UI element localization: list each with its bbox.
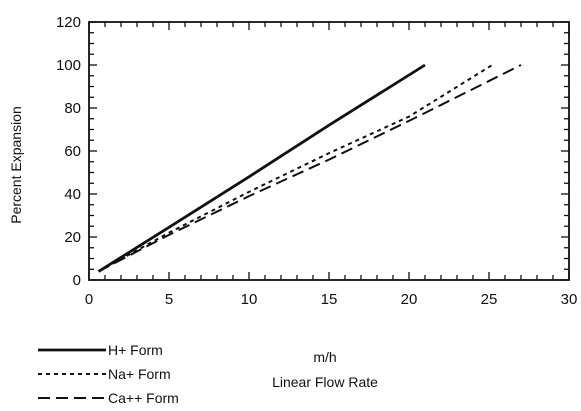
x-tick-label: 10 [241,291,258,308]
y-axis-title: Percent Expansion [8,106,24,224]
y-tick-label: 100 [56,57,81,74]
legend-label-0: H+ Form [108,342,163,358]
y-tick-label: 40 [64,186,81,203]
x-tick-label: 15 [321,291,338,308]
series-line-2 [98,64,522,273]
x-axis-unit: m/h [313,349,336,365]
series-line-1 [98,64,493,273]
y-tick-label: 0 [73,272,81,289]
y-tick-label: 120 [56,14,81,31]
series-line-0 [97,63,426,273]
x-tick-label: 0 [85,291,93,308]
x-tick-label: 5 [165,291,173,308]
legend-label-2: Ca++ Form [108,390,179,406]
axes: 0 5 10 15 20 25 30 0 20 40 60 80 100 120 [56,14,577,308]
x-tick-label: 20 [401,291,418,308]
y-tick-label: 20 [64,229,81,246]
x-tick-label: 25 [481,291,498,308]
y-tick-label: 60 [64,143,81,160]
y-tick-label: 80 [64,100,81,117]
plot-frame [88,21,570,281]
x-axis-title: Linear Flow Rate [272,374,378,390]
legend-label-1: Na+ Form [108,366,171,382]
series-layer [97,63,522,273]
x-tick-label: 30 [561,291,578,308]
legend: H+ Form Na+ Form Ca++ Form [38,342,179,406]
